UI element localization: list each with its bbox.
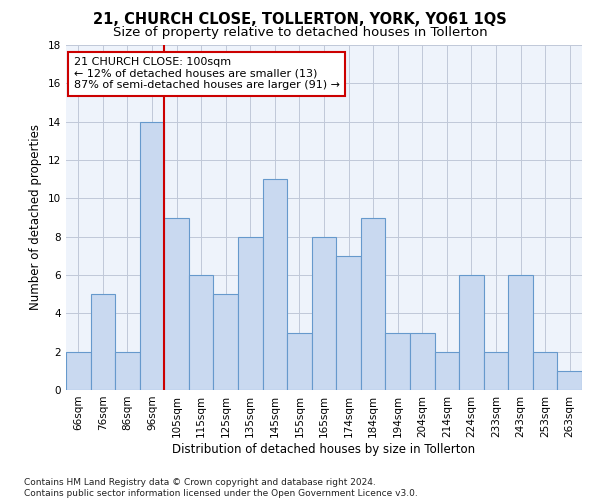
Bar xyxy=(459,275,484,390)
X-axis label: Distribution of detached houses by size in Tollerton: Distribution of detached houses by size … xyxy=(172,442,476,456)
Bar xyxy=(164,218,189,390)
Bar xyxy=(336,256,361,390)
Bar xyxy=(189,275,214,390)
Bar xyxy=(91,294,115,390)
Text: Contains HM Land Registry data © Crown copyright and database right 2024.
Contai: Contains HM Land Registry data © Crown c… xyxy=(24,478,418,498)
Bar xyxy=(238,236,263,390)
Bar xyxy=(312,236,336,390)
Text: 21, CHURCH CLOSE, TOLLERTON, YORK, YO61 1QS: 21, CHURCH CLOSE, TOLLERTON, YORK, YO61 … xyxy=(93,12,507,28)
Bar xyxy=(557,371,582,390)
Bar xyxy=(533,352,557,390)
Bar xyxy=(263,179,287,390)
Bar xyxy=(385,332,410,390)
Bar xyxy=(140,122,164,390)
Bar xyxy=(214,294,238,390)
Bar xyxy=(115,352,140,390)
Bar xyxy=(287,332,312,390)
Bar xyxy=(484,352,508,390)
Y-axis label: Number of detached properties: Number of detached properties xyxy=(29,124,43,310)
Bar xyxy=(361,218,385,390)
Bar xyxy=(434,352,459,390)
Bar xyxy=(410,332,434,390)
Bar xyxy=(508,275,533,390)
Bar xyxy=(66,352,91,390)
Text: Size of property relative to detached houses in Tollerton: Size of property relative to detached ho… xyxy=(113,26,487,39)
Text: 21 CHURCH CLOSE: 100sqm
← 12% of detached houses are smaller (13)
87% of semi-de: 21 CHURCH CLOSE: 100sqm ← 12% of detache… xyxy=(74,57,340,90)
